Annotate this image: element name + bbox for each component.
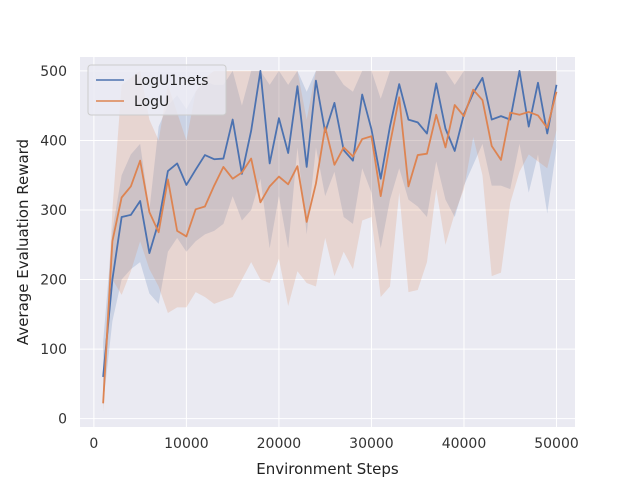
series-lines [102,70,558,404]
x-tick-label: 50000 [534,436,579,452]
band-logu [103,70,557,412]
y-axis-label: Average Evaluation Reward [14,139,32,345]
legend-label-logu: LogU [134,94,169,110]
y-tick-label: 400 [40,133,67,149]
confidence-bands [103,70,557,412]
x-tick-labels: 0 10000 20000 30000 40000 50000 [89,436,578,452]
y-tick-label: 100 [40,342,67,358]
x-tick-label: 30000 [349,436,394,452]
band-logu1nets [103,70,557,405]
x-tick-label: 10000 [164,436,209,452]
y-tick-labels: 0 100 200 300 400 500 [40,64,67,428]
x-tick-label: 0 [89,436,98,452]
legend: LogU1nets LogU [87,64,227,116]
y-tick-label: 300 [40,203,67,219]
y-tick-label: 200 [40,273,67,289]
series-line-logu [102,88,558,404]
series-line-logu1nets [102,70,558,378]
x-axis-label: Environment Steps [256,460,399,478]
legend-label-logu1nets: LogU1nets [134,73,208,89]
legend-box [87,64,227,116]
y-tick-label: 500 [40,64,67,80]
x-tick-label: 40000 [442,436,487,452]
y-tick-label: 0 [58,412,67,428]
x-tick-label: 20000 [257,436,302,452]
